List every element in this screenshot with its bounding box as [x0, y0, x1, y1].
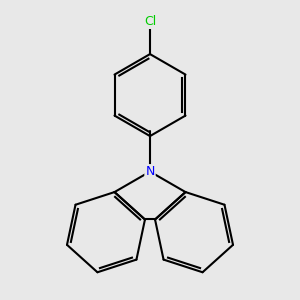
Text: N: N: [145, 165, 155, 178]
Text: Cl: Cl: [144, 15, 156, 28]
